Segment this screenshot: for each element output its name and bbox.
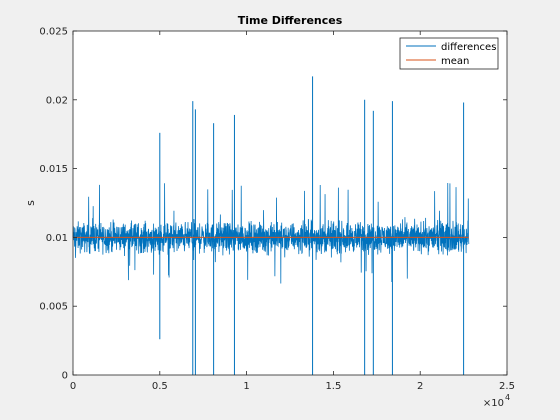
x-tick-label-4: 2 <box>417 381 423 392</box>
y-tick-label-4: 0.02 <box>46 95 68 106</box>
y-tick-label-2: 0.01 <box>46 233 68 244</box>
y-axis-label: s <box>24 200 37 206</box>
x-exponent-power: 4 <box>505 393 510 402</box>
x-tick-label-3: 1.5 <box>325 381 341 392</box>
y-tick-label-5: 0.025 <box>39 27 68 38</box>
chart-title: Time Differences <box>238 14 343 27</box>
y-tick-label-1: 0.005 <box>39 302 68 313</box>
axes-background <box>73 31 507 375</box>
data-layer <box>72 76 470 375</box>
x-exponent-base: ×10 <box>483 398 504 409</box>
ticks-layer: 0 0.5 1 1.5 2 2.5 0 0.005 0.01 0.015 0.02 0.025 <box>39 27 515 393</box>
legend-box <box>399 37 499 70</box>
x-exponent-label: ×10 4 <box>483 393 510 409</box>
x-tick-label-5: 2.5 <box>499 381 515 392</box>
legend-label-differences: differences <box>441 42 496 53</box>
y-tick-label-3: 0.015 <box>39 164 68 175</box>
legend: differences mean <box>399 37 499 70</box>
x-tick-label-0: 0 <box>70 381 76 392</box>
legend-label-mean: mean <box>441 56 469 67</box>
x-tick-label-1: 0.5 <box>152 381 168 392</box>
axes-box <box>72 30 508 376</box>
y-tick-label-0: 0 <box>62 371 68 382</box>
x-tick-label-2: 1 <box>243 381 249 392</box>
series-differences-line <box>72 182 470 284</box>
